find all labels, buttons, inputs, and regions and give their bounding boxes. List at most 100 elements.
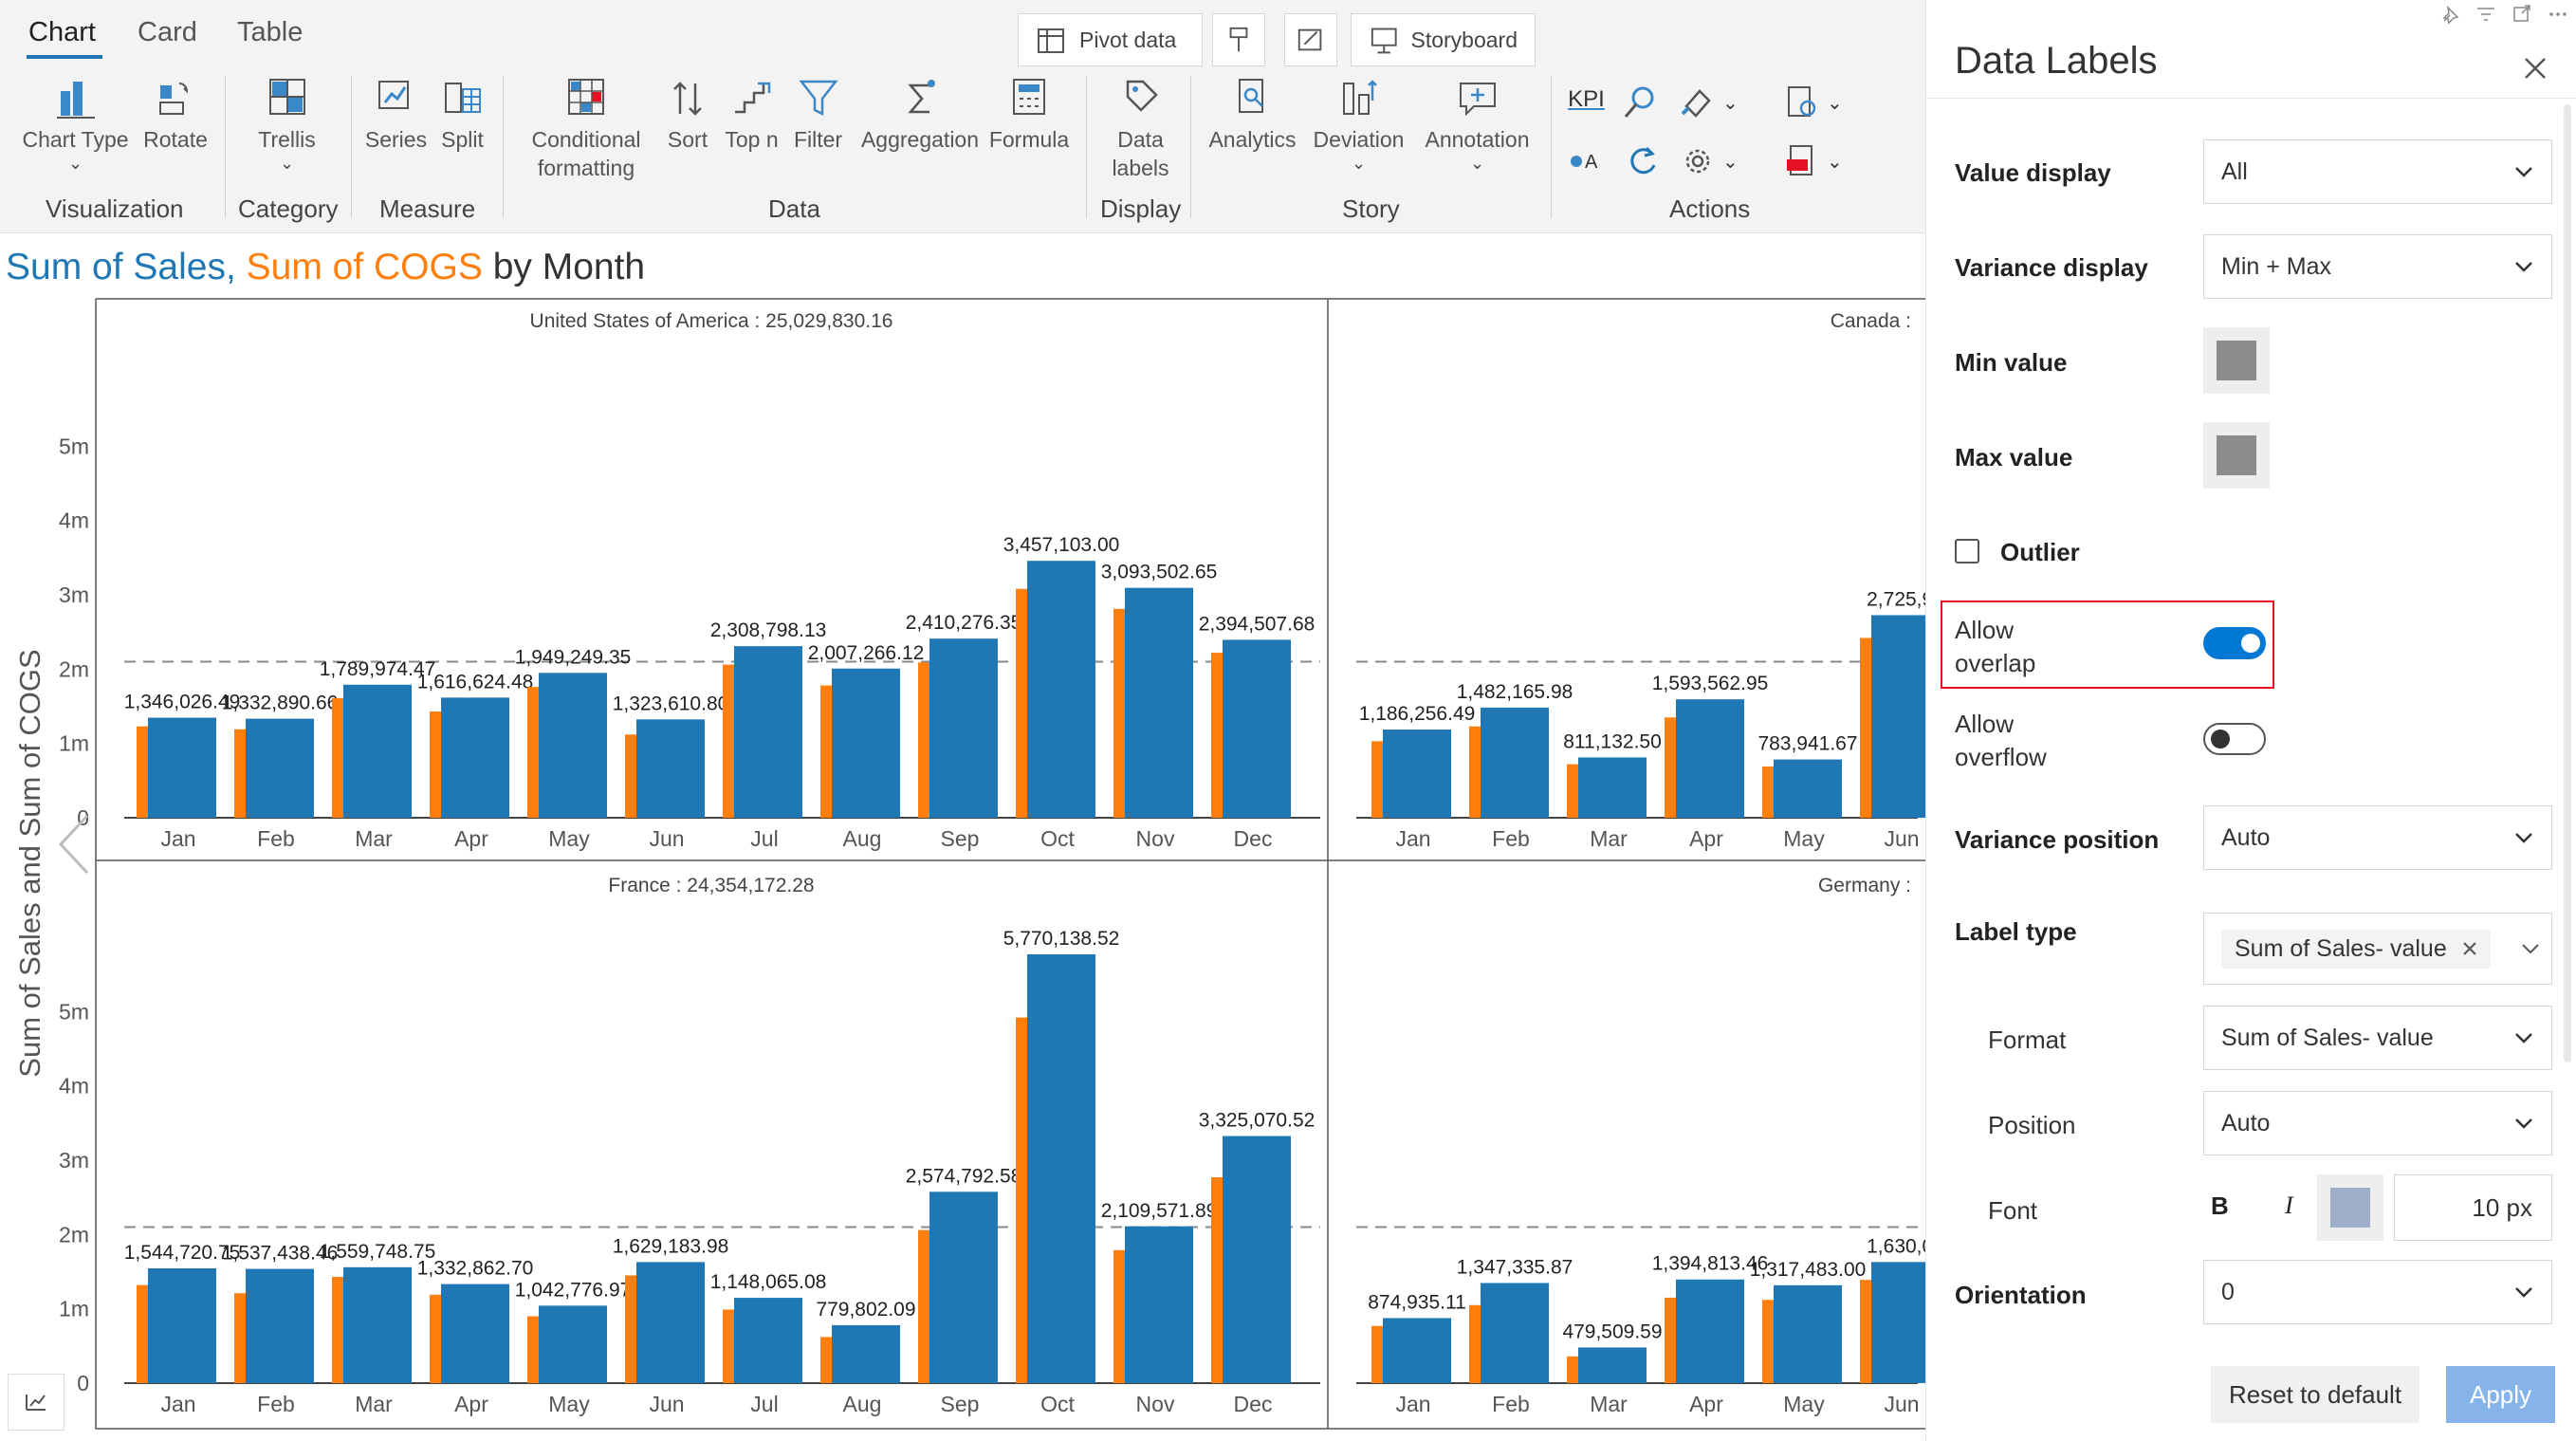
expand-icon[interactable]: [2511, 4, 2533, 25]
rotate-button[interactable]: Rotate: [138, 76, 213, 154]
cogs-bar: [1567, 764, 1580, 818]
top-n-button[interactable]: Top n: [716, 76, 787, 154]
cogs-bar: [625, 1275, 638, 1383]
data-label: 783,941.67: [1757, 733, 1857, 755]
kpi-button[interactable]: KPI: [1565, 85, 1608, 114]
annotation-label: Annotation: [1425, 127, 1530, 152]
close-icon[interactable]: [2522, 55, 2548, 82]
reset-to-default-button[interactable]: Reset to default: [2211, 1366, 2420, 1423]
sales-bar: [148, 1267, 216, 1383]
min-value-color-picker[interactable]: [2203, 327, 2270, 394]
sales-bar: [246, 718, 314, 818]
cogs-bar: [1469, 726, 1482, 818]
label-type-label: Label type: [1955, 917, 2077, 946]
italic-button[interactable]: I: [2285, 1192, 2293, 1219]
settings-corner-button[interactable]: [8, 1374, 64, 1431]
annotation-icon: [1459, 83, 1496, 117]
previous-arrow-icon: [58, 814, 89, 875]
chart-type-button[interactable]: Chart Type ⌄: [21, 76, 130, 172]
format-painter-button[interactable]: [1212, 13, 1265, 66]
data-label: 1,323,610.80: [613, 693, 729, 714]
annotation-button[interactable]: Annotation ⌄: [1418, 76, 1536, 172]
orientation-label: Orientation: [1955, 1281, 2087, 1309]
storyboard-button[interactable]: Storyboard: [1351, 13, 1536, 66]
legend-toggle-icon[interactable]: A: [1567, 142, 1605, 180]
position-value: Auto: [2221, 1109, 2271, 1136]
allow-overflow-toggle[interactable]: [2203, 723, 2266, 755]
formula-button[interactable]: Formula: [986, 76, 1072, 154]
sort-button[interactable]: Sort: [659, 76, 716, 154]
font-size-input[interactable]: 10 px: [2394, 1174, 2552, 1241]
orientation-select[interactable]: 0: [2203, 1260, 2552, 1324]
tab-chart[interactable]: Chart: [28, 17, 96, 47]
deviation-button[interactable]: Deviation ⌄: [1309, 76, 1408, 172]
trellis-icon: [268, 79, 305, 115]
tab-card[interactable]: Card: [138, 17, 197, 47]
panel-scrollbar[interactable]: [2564, 104, 2571, 1062]
tab-table[interactable]: Table: [237, 17, 304, 47]
sort-icon: [673, 82, 702, 116]
filter-button[interactable]: Filter: [787, 76, 849, 154]
x-tick-label: Mar: [1590, 826, 1628, 851]
aggregation-button[interactable]: Aggregation: [854, 76, 986, 154]
variance-display-select[interactable]: Min + Max: [2203, 234, 2552, 299]
trellis-button[interactable]: Trellis ⌄: [242, 76, 332, 172]
paint-bucket-dropdown[interactable]: ⌄: [1679, 83, 1739, 121]
filter-lines-icon[interactable]: [2475, 4, 2497, 25]
chart-panel: Canada : 1,186,256.49 Jan 1,482,165.98 Feb 81…: [1356, 310, 1925, 851]
edit-button[interactable]: [1284, 13, 1337, 66]
series-button[interactable]: Series: [360, 76, 432, 154]
search-icon[interactable]: [1622, 83, 1660, 121]
more-icon[interactable]: [2547, 4, 2569, 25]
variance-position-select[interactable]: Auto: [2203, 805, 2552, 870]
format-select[interactable]: Sum of Sales- value: [2203, 1006, 2552, 1070]
chip-remove-icon[interactable]: [2462, 941, 2477, 956]
cogs-bar: [1113, 608, 1127, 818]
max-value-color-picker[interactable]: [2203, 422, 2270, 489]
cogs-bar: [1860, 637, 1873, 818]
sales-bar: [1481, 1283, 1549, 1383]
sales-bar: [1774, 1284, 1842, 1383]
cogs-bar: [1665, 717, 1678, 818]
cogs-bar: [1469, 1304, 1482, 1383]
sales-bar: [1774, 759, 1842, 818]
font-color-picker[interactable]: [2317, 1174, 2383, 1241]
y-tick-label: 4m: [59, 1074, 89, 1099]
split-icon: [444, 83, 481, 113]
panel-title: France : 24,354,172.28: [608, 875, 814, 896]
pdf-export-dropdown[interactable]: ⌄: [1783, 142, 1843, 180]
sales-bar: [1578, 1347, 1647, 1383]
data-label: 5,770,138.52: [1003, 928, 1120, 950]
bar-chart-icon: [56, 82, 95, 119]
data-label: 1,630,02: [1867, 1235, 1925, 1257]
cogs-bar: [1016, 588, 1029, 818]
data-label: 3,325,070.52: [1199, 1110, 1316, 1132]
label-type-multiselect[interactable]: Sum of Sales- value: [2203, 913, 2552, 985]
x-tick-label: Feb: [257, 826, 295, 851]
split-button[interactable]: Split: [432, 76, 493, 154]
conditional-formatting-button[interactable]: Conditional formatting: [520, 76, 653, 182]
pin-icon[interactable]: [2438, 4, 2461, 25]
analytics-button[interactable]: Analytics: [1203, 76, 1302, 154]
outlier-checkbox[interactable]: [1955, 539, 1979, 563]
pivot-data-button[interactable]: Pivot data: [1018, 13, 1203, 66]
data-labels-button[interactable]: Data labels: [1095, 76, 1186, 182]
settings-dropdown[interactable]: ⌄: [1679, 142, 1739, 180]
sales-bar: [343, 684, 412, 818]
value-display-select[interactable]: All: [2203, 139, 2552, 204]
ribbon-toolbar: Chart Card Table Pivot data Storyboard C…: [0, 0, 1925, 233]
cogs-bar: [723, 664, 736, 818]
data-label: 1,559,748.75: [320, 1241, 436, 1263]
position-select[interactable]: Auto: [2203, 1091, 2552, 1155]
export-settings-dropdown[interactable]: ⌄: [1783, 83, 1843, 121]
paint-bucket-icon: [1681, 89, 1711, 118]
data-labels-panel: Data Labels Value display All Variance d…: [1925, 0, 2576, 1441]
allow-overlap-toggle[interactable]: [2203, 627, 2266, 659]
data-label: 1,544,720.75: [124, 1242, 241, 1264]
refresh-icon[interactable]: [1624, 142, 1662, 180]
y-tick-label: 1m: [59, 1297, 89, 1321]
apply-button[interactable]: Apply: [2446, 1366, 2555, 1423]
bold-button[interactable]: B: [2211, 1192, 2229, 1220]
y-tick-label: 5m: [59, 434, 89, 458]
sales-bar: [1676, 699, 1744, 818]
